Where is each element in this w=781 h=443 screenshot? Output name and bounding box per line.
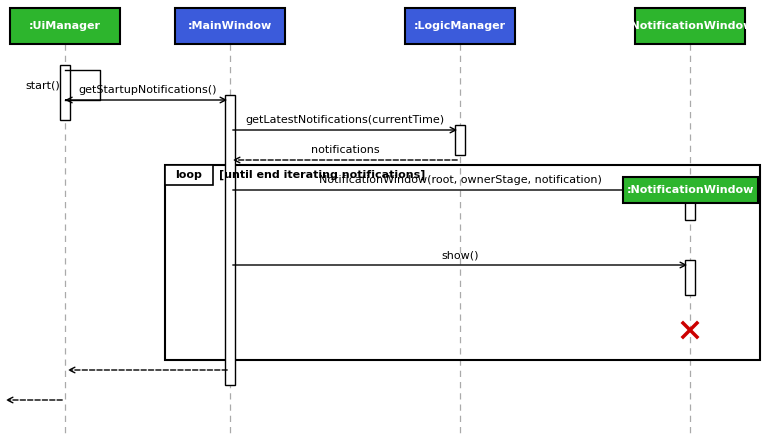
Text: :NotificationWindow: :NotificationWindow [626, 21, 754, 31]
Bar [225, 95, 235, 385]
Text: getStartupNotifications(): getStartupNotifications() [78, 85, 217, 95]
Bar [165, 165, 213, 185]
Bar [10, 8, 120, 44]
Bar [165, 165, 760, 360]
Text: [until end iterating notifications]: [until end iterating notifications] [219, 170, 426, 180]
Text: NotificationWindow(root, ownerStage, notification): NotificationWindow(root, ownerStage, not… [319, 175, 601, 185]
Bar [635, 8, 745, 44]
Text: :UiManager: :UiManager [29, 21, 101, 31]
Bar [622, 177, 758, 203]
Text: start(): start() [25, 80, 60, 90]
Bar [405, 8, 515, 44]
Text: notifications: notifications [311, 145, 380, 155]
Bar [60, 65, 70, 120]
Bar [685, 260, 695, 295]
Bar [685, 185, 695, 220]
Text: show(): show() [441, 250, 479, 260]
Text: loop: loop [176, 170, 202, 180]
Bar [455, 125, 465, 155]
Text: :MainWindow: :MainWindow [188, 21, 272, 31]
Bar [175, 8, 285, 44]
Text: :NotificationWindow: :NotificationWindow [626, 185, 754, 195]
Text: getLatestNotifications(currentTime): getLatestNotifications(currentTime) [245, 115, 444, 125]
Text: :LogicManager: :LogicManager [414, 21, 506, 31]
